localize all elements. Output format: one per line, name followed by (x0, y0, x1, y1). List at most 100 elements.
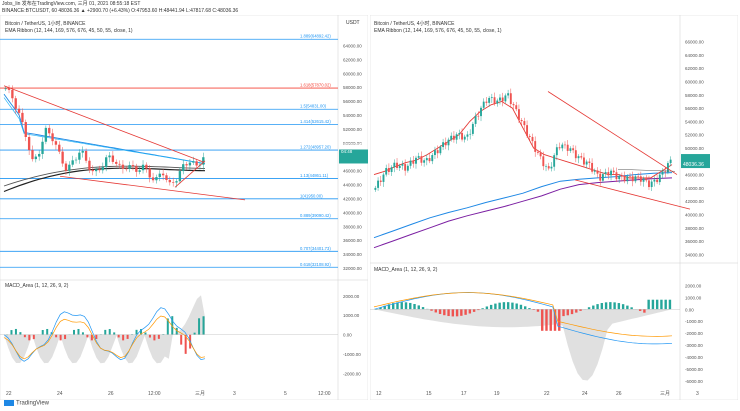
macd-histogram-bar (443, 309, 446, 316)
macd-histogram-bar (511, 302, 514, 310)
candle-body (463, 136, 466, 140)
candle-body (34, 156, 37, 160)
candle-body (128, 165, 131, 169)
candle-body (390, 167, 393, 172)
candle-body (101, 167, 104, 171)
left-x-tick: 5 (284, 391, 287, 397)
macd-histogram-bar (549, 309, 552, 331)
right-y-tick: 56000.00 (685, 106, 704, 111)
macd-histogram-bar (126, 334, 129, 339)
macd-histogram-bar (86, 334, 89, 338)
macd-histogram-bar (122, 334, 125, 341)
macd-histogram-bar (617, 303, 621, 310)
left-y-tick: 40000.00 (343, 210, 362, 215)
macd-histogram-bar (375, 309, 378, 310)
left-chart-1h[interactable]: Bitcoin / TetherUS, 1小时, BINANCE EMA Rib… (0, 15, 368, 400)
left-y-tick: 56000.00 (343, 99, 362, 104)
candle-body (165, 175, 168, 180)
macd-histogram-bar (570, 309, 574, 315)
candle-body (466, 134, 469, 137)
macd-histogram-bar (140, 329, 142, 335)
left-trendlines[interactable] (3, 85, 246, 201)
macd-area (4, 295, 205, 364)
candle-body (182, 164, 185, 172)
fib-label: 1.618(57870.02) (300, 83, 331, 88)
left-y-tick: 60000.00 (343, 71, 362, 76)
candle-body (54, 141, 58, 145)
candle-body (111, 155, 115, 162)
candle-body (434, 150, 436, 156)
left-x-tick: 24 (57, 391, 63, 397)
macd-histogram-bar (413, 304, 416, 310)
candle-body (382, 174, 385, 182)
macd-histogram-bar (434, 309, 437, 313)
candle-body (406, 165, 409, 171)
fib-label: 0.618(32108.92) (300, 262, 331, 267)
candle-body (27, 136, 31, 151)
right-ema-lines (373, 101, 673, 249)
candle-body (48, 127, 51, 134)
candle-body (574, 150, 577, 159)
candle-body (118, 163, 121, 165)
candle-body (452, 135, 455, 140)
fib-label: 1.414(52615.42) (300, 119, 331, 124)
candle-body (531, 136, 534, 142)
candle-body (138, 170, 141, 172)
candle-body (141, 164, 145, 171)
candle-body (51, 133, 54, 142)
candle-body (64, 163, 68, 171)
left-macd-label: MACD_Area (1, 12, 26, 9, 2) (5, 283, 69, 289)
candle-body (615, 172, 618, 180)
macd-histogram-bar (668, 299, 672, 310)
left-macd-tick: 0.00 (343, 333, 352, 338)
macd-histogram-bar (379, 307, 382, 310)
trendline-upper (547, 91, 678, 175)
right-macd-label: MACD_Area (1, 12, 26, 9, 2) (374, 267, 438, 273)
left-x-tick: 3 (233, 391, 236, 397)
candle-body (550, 166, 553, 169)
candle-body (515, 105, 518, 110)
candle-body (423, 160, 426, 163)
macd-histogram-bar (494, 303, 497, 310)
trendline-lower (59, 175, 246, 201)
right-macd-tick: 1000.00 (685, 295, 702, 300)
candle-body (396, 162, 398, 168)
macd-histogram-bar (135, 329, 138, 335)
candle-body (626, 176, 629, 182)
left-y-tick: 34000.00 (343, 252, 362, 257)
candle-body (417, 156, 420, 158)
right-y-tick: 54000.00 (685, 119, 704, 124)
macd-histogram-bar (392, 303, 395, 310)
macd-histogram-bar (477, 309, 480, 311)
symbol-ohlc-line: BINANCE:BTCUSDT, 60 48036.36 ▲ +2900.70 … (2, 8, 239, 14)
fib-label: 1.5(54831.00) (300, 104, 327, 109)
left-price-tag: 48036.36 04:48 (339, 143, 368, 164)
right-y-tick: 52000.00 (685, 133, 704, 138)
macd-histogram-bar (417, 305, 420, 310)
macd-histogram-bar (545, 309, 548, 331)
candle-body (601, 174, 604, 181)
candle-body (461, 132, 463, 140)
macd-signal-line (373, 292, 673, 337)
macd-histogram-bar (664, 299, 667, 310)
right-y-tick: 38000.00 (685, 226, 704, 231)
macd-histogram-bar (485, 306, 489, 310)
candle-body (588, 161, 591, 163)
fib-label: 1.13(44861.11) (300, 173, 329, 178)
candle-body (496, 100, 499, 104)
macd-histogram-bar (117, 334, 120, 338)
macd-histogram-bar (198, 318, 201, 335)
candle-body (425, 158, 428, 161)
candle-body (455, 134, 458, 140)
candle-body (618, 175, 621, 180)
macd-histogram-bar (447, 309, 450, 317)
candle-body (642, 178, 645, 182)
left-y-tick: 38000.00 (343, 224, 362, 229)
tradingview-footer[interactable]: TradingView (4, 400, 49, 407)
right-chart-4h[interactable]: Bitcoin / TetherUS, 4小时, BINANCE EMA Rib… (370, 15, 738, 400)
candle-body (168, 179, 171, 183)
candle-body (115, 161, 118, 164)
right-trendlines[interactable] (547, 91, 691, 210)
candle-body (650, 181, 653, 188)
macd-histogram-bar (579, 309, 582, 311)
